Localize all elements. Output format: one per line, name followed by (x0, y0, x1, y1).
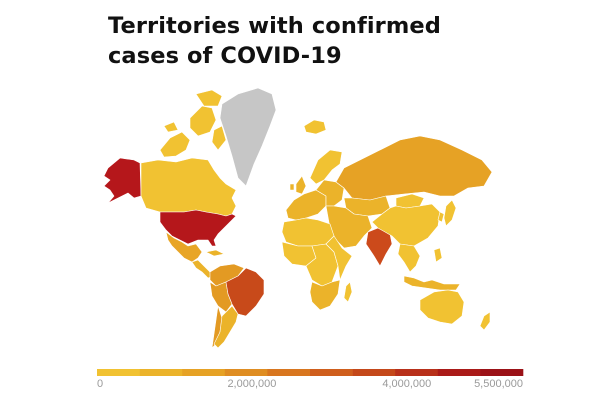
region-china[interactable] (371, 203, 441, 247)
region-australia[interactable] (419, 289, 465, 325)
region-brazil[interactable] (225, 267, 265, 317)
region-indonesia[interactable] (403, 275, 461, 291)
region-western-europe[interactable] (285, 189, 327, 221)
legend-segment (267, 369, 311, 376)
region-scandinavia[interactable] (309, 149, 343, 185)
region-southern-africa[interactable] (309, 279, 341, 311)
legend-segment (139, 369, 183, 376)
region-japan[interactable] (437, 199, 457, 227)
legend-segment (437, 369, 481, 376)
chart-title: Territories with confirmed cases of COVI… (108, 11, 488, 71)
legend-segment (310, 369, 353, 376)
region-canada[interactable] (140, 157, 237, 217)
region-argentina[interactable] (213, 305, 239, 349)
region-philippines[interactable] (433, 247, 443, 263)
region-new-zealand[interactable] (479, 311, 491, 331)
color-legend (97, 369, 524, 376)
region-southeast-asia[interactable] (397, 243, 421, 273)
region-usa[interactable] (159, 209, 237, 247)
title-line-1: Territories with confirmed (108, 13, 441, 39)
legend-segment (395, 369, 439, 376)
region-russia[interactable] (335, 135, 493, 201)
region-canadian-arctic[interactable] (159, 89, 227, 158)
legend-segment (97, 369, 140, 376)
legend-segment (224, 369, 268, 376)
region-east-africa[interactable] (325, 235, 353, 281)
legend-segment (480, 369, 524, 376)
region-mexico[interactable] (165, 231, 203, 263)
region-madagascar[interactable] (343, 281, 353, 303)
title-line-2: cases of COVID-19 (108, 43, 342, 69)
region-greenland[interactable] (219, 87, 277, 187)
legend-segment (352, 369, 396, 376)
region-uk[interactable] (289, 175, 307, 195)
region-north-africa[interactable] (281, 217, 335, 247)
region-iceland[interactable] (303, 119, 327, 135)
region-alaska[interactable] (103, 157, 142, 204)
legend-segment (182, 369, 226, 376)
region-eastern-europe[interactable] (315, 179, 345, 207)
